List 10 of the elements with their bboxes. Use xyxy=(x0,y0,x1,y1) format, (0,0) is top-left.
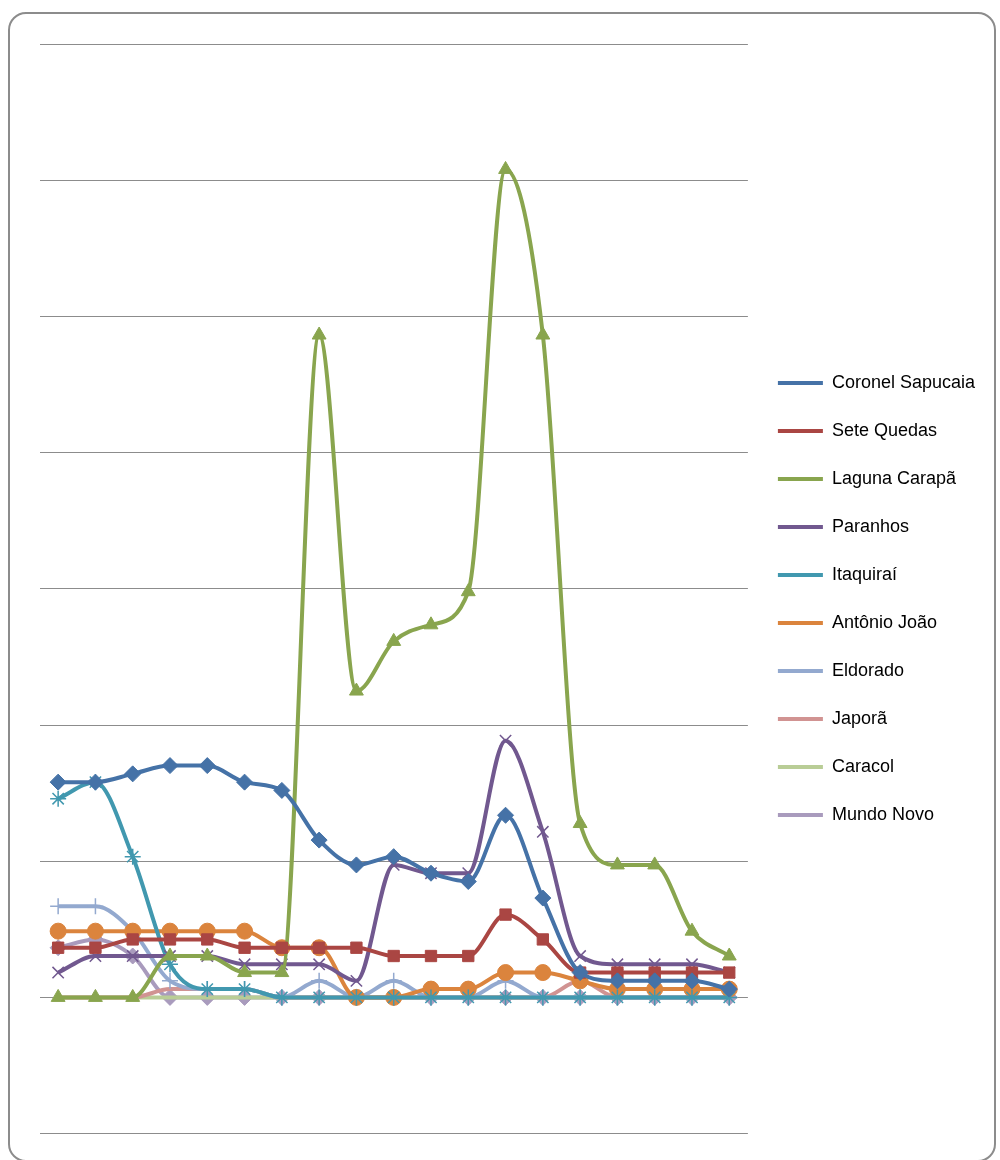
legend-label: Itaquiraí xyxy=(831,563,897,584)
legend-label: Eldorado xyxy=(831,659,904,680)
legend-label: Antônio João xyxy=(831,611,937,632)
legend-label: Caracol xyxy=(831,755,894,776)
legend-label: Laguna Carapã xyxy=(831,467,957,488)
legend-label: Sete Quedas xyxy=(831,419,937,440)
legend-label: Coronel Sapucaia xyxy=(831,371,976,392)
legend-label: Paranhos xyxy=(831,515,909,536)
legend-label: Japorã xyxy=(831,707,888,728)
legend-label: Mundo Novo xyxy=(831,803,934,824)
